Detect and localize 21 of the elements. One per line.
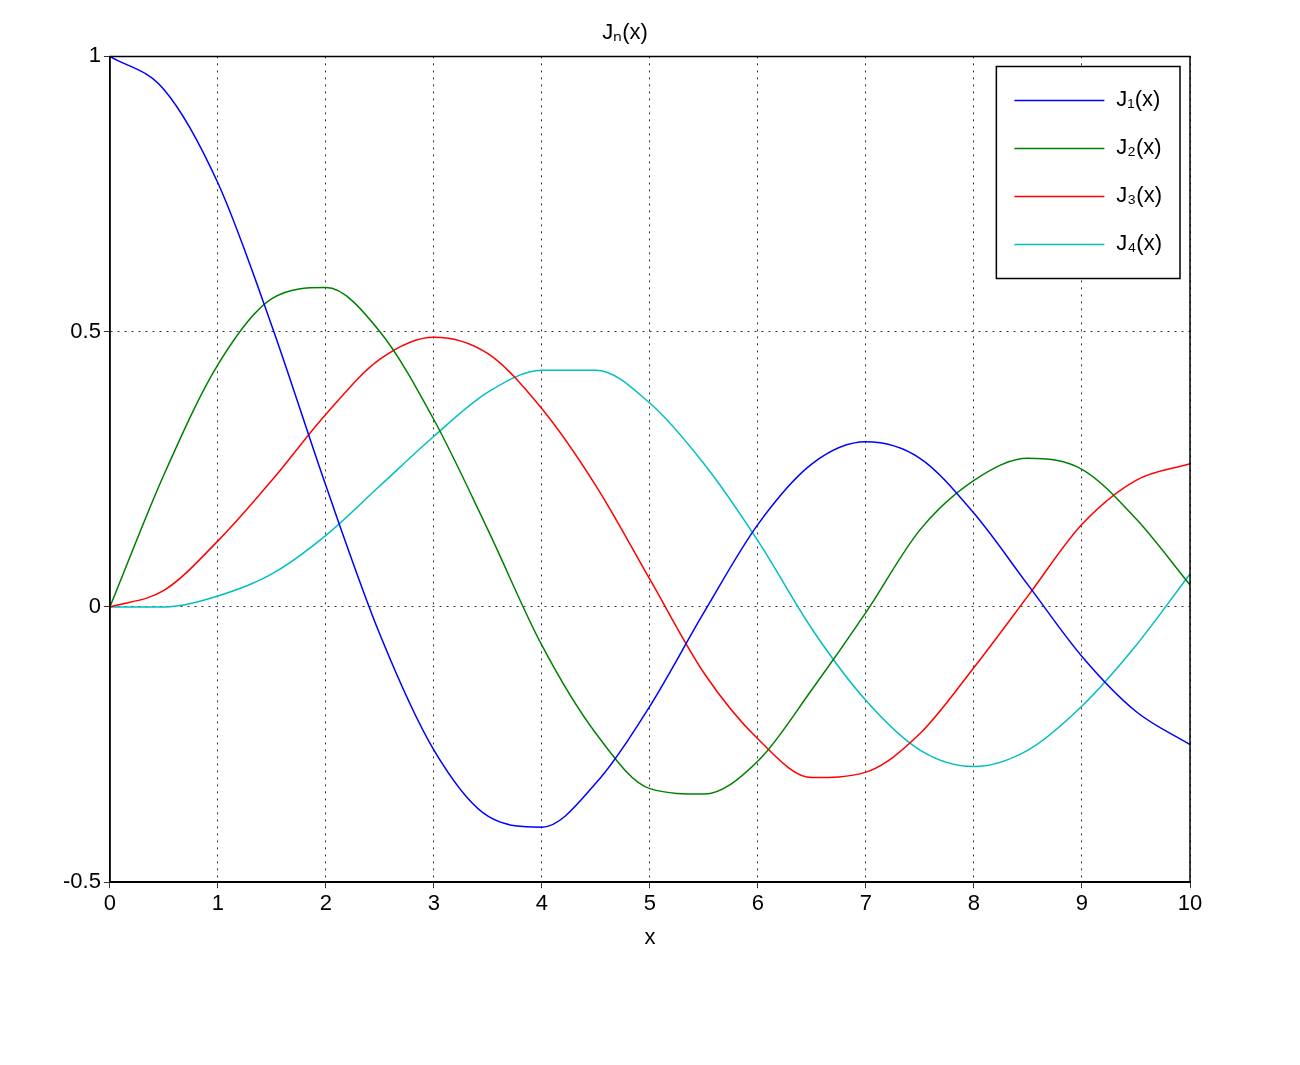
x-tick-label: 3 <box>427 890 441 916</box>
x-tick-label: 4 <box>535 890 549 916</box>
legend-label: J₁(x) <box>1116 86 1161 112</box>
x-tick-label: 5 <box>643 890 657 916</box>
line-series <box>109 56 1190 828</box>
x-tick-label: 10 <box>1177 890 1203 916</box>
y-tick-label: -0.5 <box>62 868 101 894</box>
y-tick-label: 0 <box>88 593 101 618</box>
chart-title: Jₙ(x) <box>602 19 648 45</box>
x-tick-label: 1 <box>211 890 225 916</box>
x-tick-label: 2 <box>319 890 333 916</box>
y-tick-label: 0.5 <box>70 317 101 343</box>
x-axis-title: x <box>644 923 656 949</box>
x-tick-label: 7 <box>859 890 873 916</box>
x-tick-label: 9 <box>1075 890 1089 916</box>
legend-label: J₂(x) <box>1116 134 1162 160</box>
y-tick-label: 1 <box>88 42 101 68</box>
legend-label: J₄(x) <box>1116 230 1163 256</box>
x-tick-label: 6 <box>751 890 765 916</box>
legend-label: J₃(x) <box>1116 182 1162 208</box>
x-tick-label: 8 <box>967 890 981 916</box>
